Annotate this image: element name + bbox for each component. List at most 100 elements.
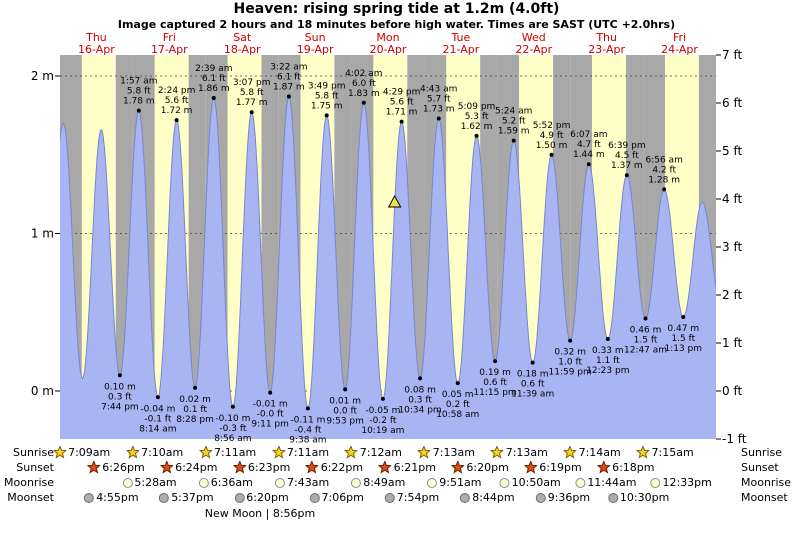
y-axis-right-label: 3 ft [722, 240, 742, 254]
low-tide-marker-dot [681, 314, 686, 319]
y-axis-left-label: 1 m [31, 227, 54, 241]
moonrise-time: 12:33pm [662, 476, 712, 489]
high-tide-label: 1.75 m [311, 101, 343, 111]
sunset-time: 6:20pm [466, 461, 509, 474]
capture-time-marker [387, 194, 402, 208]
moonset-entry: 10:30pm [607, 490, 669, 505]
astro-row-sunset: Sunset Sunset 6:26pm 6:24pm 6:23pm 6:22pm 6:21… [0, 460, 793, 475]
moonrise-time: 6:36am [210, 476, 253, 489]
moon-phase-label: New Moon | 8:56pm [204, 507, 316, 520]
high-tide-marker-dot [662, 187, 667, 192]
high-tide-label: 5.8 ft [240, 88, 264, 98]
moonrise-icon [122, 477, 133, 488]
low-tide-marker-dot [455, 381, 460, 386]
y-axis-right-label: 4 ft [722, 192, 742, 206]
sunset-time: 6:19pm [539, 461, 582, 474]
low-tide-label: -0.1 ft [144, 414, 171, 424]
moonrise-icon [198, 477, 209, 488]
sunset-icon [378, 461, 392, 474]
day-name-label: Thu [595, 31, 617, 44]
moonrise-entry: 7:43am [275, 475, 329, 490]
sunrise-icon [126, 446, 140, 459]
moonrise-icon [427, 477, 438, 488]
sunrise-entry: 7:11am [199, 445, 256, 460]
sunset-icon [87, 461, 101, 474]
moonrise-entry: 10:50am [499, 475, 561, 490]
sunset-entry: 6:24pm [160, 460, 218, 475]
sunrise-time: 7:15am [651, 446, 694, 459]
moonrise-time: 11:44am [587, 476, 637, 489]
low-tide-label: -0.01 m [253, 400, 288, 410]
sunrise-entry: 7:12am [344, 445, 402, 460]
high-tide-label: 4:02 am [345, 69, 382, 79]
high-tide-marker-dot [249, 110, 254, 115]
sunrise-icon [199, 446, 213, 459]
sunset-entry: 6:21pm [378, 460, 436, 475]
moonset-time: 6:20pm [246, 491, 289, 504]
moonset-icon [84, 492, 95, 503]
low-tide-label: 0.46 m [630, 326, 662, 336]
sunset-time: 6:21pm [393, 461, 436, 474]
high-tide-label: 5.6 ft [390, 98, 414, 108]
high-tide-marker-dot [324, 113, 329, 118]
low-tide-label: 0.6 ft [521, 380, 545, 390]
low-tide-label: 0.47 m [667, 324, 699, 334]
day-date-label: 24-Apr [661, 43, 698, 56]
low-tide-label: -0.0 ft [257, 410, 284, 420]
astro-row-label-left-moonrise: Moonrise [4, 476, 54, 489]
low-tide-marker-dot [605, 337, 610, 342]
sunrise-entry: 7:11am [271, 445, 329, 460]
moonset-entry: 8:44pm [460, 490, 515, 505]
moonrise-entry: 6:36am [198, 475, 253, 490]
moonset-time: 9:36pm [547, 491, 591, 504]
moonset-entry: 7:54pm [384, 490, 440, 505]
low-tide-label: -0.3 ft [219, 424, 246, 434]
high-tide-marker-dot [286, 94, 291, 99]
low-tide-marker-dot [268, 390, 273, 395]
moonset-icon [234, 492, 245, 503]
low-tide-label: 0.01 m [329, 396, 361, 406]
sunset-entry: 6:22pm [305, 460, 363, 475]
y-axis-right-label: 1 ft [722, 336, 742, 350]
moonset-icon [159, 492, 170, 503]
moonset-entry: 7:06pm [309, 490, 364, 505]
low-tide-label: 1.5 ft [671, 334, 695, 344]
high-tide-label: 1.78 m [123, 97, 155, 107]
moonrise-icon [499, 477, 510, 488]
high-tide-marker-dot [624, 173, 629, 178]
low-tide-label: 11:39 am [511, 390, 554, 400]
high-tide-label: 1.59 m [498, 127, 530, 137]
low-tide-label: 0.3 ft [408, 395, 432, 405]
moonset-time: 7:54pm [396, 491, 440, 504]
moonrise-entry: 12:33pm [650, 475, 712, 490]
low-tide-label: -0.10 m [215, 414, 250, 424]
low-tide-label: 0.32 m [554, 348, 586, 358]
astro-row-label-right-sunset: Sunset [741, 461, 779, 474]
low-tide-label: 8:28 pm [176, 415, 214, 425]
day-name-label: Wed [522, 31, 546, 44]
high-tide-label: 1.87 m [273, 82, 305, 92]
high-tide-label: 4.7 ft [577, 140, 601, 150]
high-tide-marker-dot [361, 100, 366, 105]
high-tide-label: 1.62 m [461, 122, 493, 132]
low-tide-label: 10:19 am [361, 426, 404, 436]
sunrise-time: 7:10am [141, 446, 184, 459]
moonset-icon [384, 492, 395, 503]
high-tide-label: 1.71 m [386, 108, 418, 118]
night-band [261, 55, 279, 439]
astro-row-moonset: Moonset Moonset 4:55pm 5:37pm 6:20pm 7:06pm 7:… [0, 490, 793, 505]
astro-row-label-right-moonrise: Moonrise [741, 476, 791, 489]
low-tide-marker-dot [380, 396, 385, 401]
moonset-time: 5:37pm [171, 491, 214, 504]
low-tide-label: 8:14 am [139, 424, 176, 434]
high-tide-label: 1.44 m [573, 150, 605, 160]
sunrise-icon [344, 446, 358, 459]
low-tide-marker-dot [568, 338, 573, 343]
tide-curve-chart: 0.10 m0.3 ft7:44 pm1:57 am5.8 ft1.78 m-0… [31, 31, 747, 446]
astro-row-label-left-sunset: Sunset [16, 461, 54, 474]
high-tide-label: 4.2 ft [652, 165, 676, 175]
sunrise-icon [636, 446, 650, 459]
chart-subtitle: Image captured 2 hours and 18 minutes be… [117, 18, 676, 31]
moonrise-time: 10:50am [511, 476, 561, 489]
high-tide-label: 5:52 pm [533, 121, 571, 131]
